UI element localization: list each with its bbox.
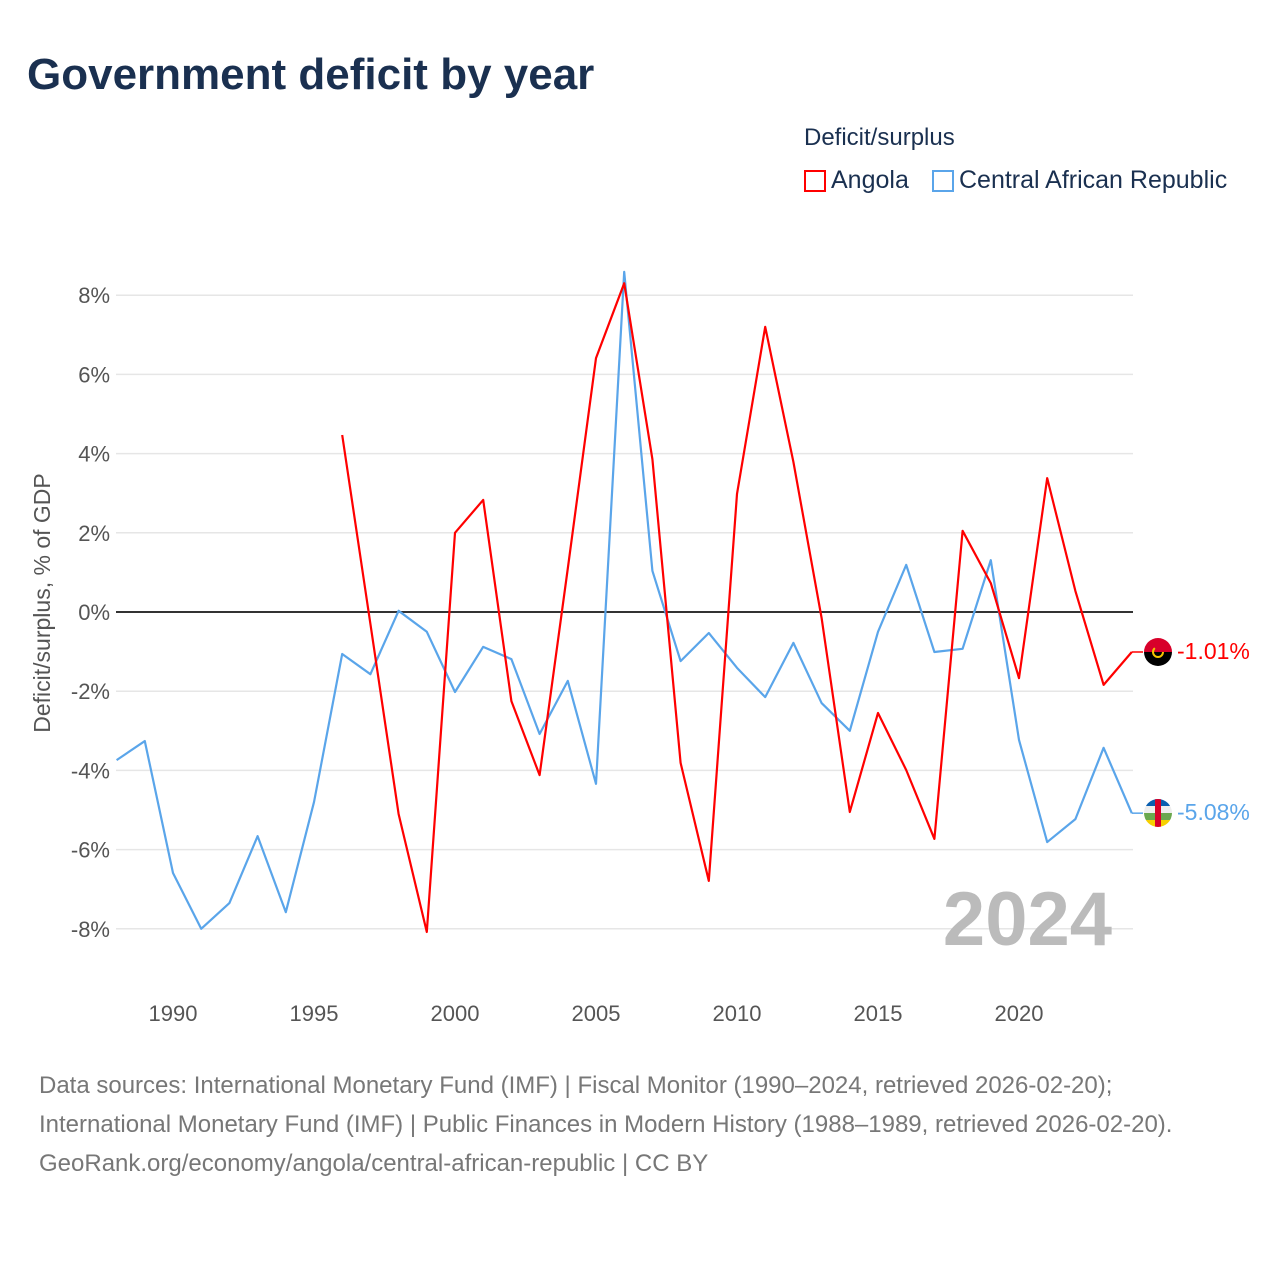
- y-tick-label: 0%: [78, 600, 110, 625]
- data-sources: Data sources: International Monetary Fun…: [39, 1072, 1173, 1138]
- legend-label: Angola: [831, 166, 909, 194]
- y-tick-label: -6%: [71, 838, 110, 863]
- y-tick-label: -8%: [71, 917, 110, 942]
- x-tick-label: 2000: [431, 1001, 480, 1026]
- legend-item-car[interactable]: Central African Republic: [932, 166, 1227, 195]
- y-tick-label: 8%: [78, 283, 110, 308]
- end-label-angola: -1.01%: [1177, 638, 1250, 664]
- y-tick-label: 2%: [78, 521, 110, 546]
- legend-label: Central African Republic: [959, 166, 1228, 194]
- x-tick-label: 1990: [149, 1001, 198, 1026]
- x-tick-label: 2020: [995, 1001, 1044, 1026]
- car-flag-icon: [1144, 799, 1172, 827]
- series-line-angola: [341, 282, 1133, 934]
- x-tick-label: 2005: [572, 1001, 621, 1026]
- legend-swatch-angola: [804, 169, 826, 192]
- y-tick-label: 4%: [78, 442, 110, 467]
- y-axis-label: Deficit/surplus, % of GDP: [29, 473, 55, 732]
- line-chart: -8% -6% -4% -2% 0% 2% 4% 6% 8% 1990 1995 2000 2005 2…: [29, 270, 1250, 1026]
- y-tick-label: -4%: [71, 758, 110, 783]
- y-tick-label: 6%: [78, 362, 110, 387]
- x-tick-label: 1995: [290, 1001, 339, 1026]
- x-tick-label: 2015: [854, 1001, 903, 1026]
- legend-swatch-car: [932, 169, 954, 192]
- y-tick-label: -2%: [71, 679, 110, 704]
- x-tick-label: 2010: [713, 1001, 762, 1026]
- footer: Data sources: International Monetary Fun…: [39, 1066, 1239, 1183]
- angola-flag-icon: [1144, 638, 1172, 666]
- legend-title: Deficit/surplus: [804, 124, 955, 151]
- series-line-car: [115, 270, 1133, 930]
- chart-title: Government deficit by year: [27, 50, 595, 99]
- year-watermark: 2024: [943, 877, 1112, 962]
- legend-item-angola[interactable]: Angola: [804, 166, 909, 195]
- end-label-car: -5.08%: [1177, 799, 1250, 825]
- credit-link[interactable]: GeoRank.org/economy/angola/central-afric…: [39, 1150, 709, 1177]
